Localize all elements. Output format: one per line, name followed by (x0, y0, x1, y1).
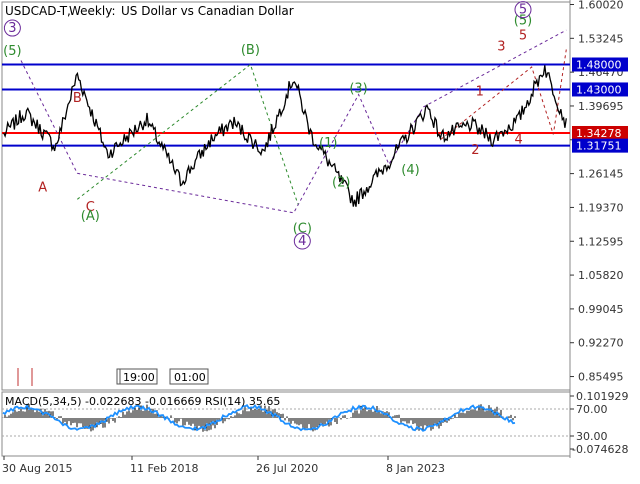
chart-timeframe: Weekly: (69, 4, 115, 18)
price-tick-label: 1.26145 (578, 168, 624, 181)
indicator-tick-label: -0.074628 (572, 443, 628, 456)
wave-label: (5) (514, 14, 532, 29)
price-tick-label: 1.05820 (578, 269, 624, 282)
wave-connector (20, 29, 567, 214)
level-tag-label: 1.31751 (576, 140, 622, 153)
level-tag (572, 57, 628, 72)
time-tick-label: 11 Feb 2018 (130, 462, 198, 475)
wave-label: (5) (3, 44, 21, 59)
time-box-label: 01:00 (174, 371, 206, 384)
wave-label: C (86, 200, 95, 215)
indicator-label: MACD(5,34,5) -0.022683 -0.016669 RSI(14)… (5, 395, 280, 408)
price-tick-label: 1.39695 (578, 100, 624, 113)
wave-label: 5 (519, 28, 527, 43)
wave-label: (B) (241, 43, 260, 58)
indicator-graph (2, 403, 570, 437)
wave-label: A (38, 180, 47, 195)
level-tag-label: 1.34278 (576, 127, 622, 140)
level-tag-label: 1.43000 (576, 83, 622, 96)
wave-label: 3 (497, 40, 505, 55)
price-tick-label: 0.85495 (578, 371, 624, 384)
price-tick-label: 0.92270 (578, 337, 624, 350)
time-tick-label: 30 Aug 2015 (2, 462, 72, 475)
time-box[interactable]: 01:00 (169, 368, 209, 385)
wave-label-circle (3, 19, 21, 37)
wave-label: (C) (293, 221, 312, 236)
price-line (3, 65, 567, 207)
wave-label: B (73, 91, 82, 106)
level-tag (572, 125, 628, 140)
time-tick-label: 26 Jul 2020 (256, 462, 318, 475)
wave-lines (20, 29, 567, 214)
price-series (3, 65, 567, 207)
level-tag (572, 82, 628, 97)
indicator-tick-label: 30.00 (576, 430, 608, 443)
time-axis: 30 Aug 2015 11 Feb 2018 26 Jul 2020 8 Jan 2… (2, 456, 445, 475)
indicator-tick-label: 70.00 (576, 403, 608, 416)
indicator-tick-label: 0.101929 (576, 390, 629, 403)
rsi-line (2, 403, 516, 432)
wave-connector (76, 63, 299, 205)
level-lines (2, 63, 570, 147)
wave-label: 5 (519, 3, 527, 18)
price-tick-label: 1.53245 (578, 32, 624, 45)
price-tick-label: 1.19370 (578, 201, 624, 214)
wave-label: 4 (515, 132, 523, 147)
main-chart-frame (1, 1, 571, 391)
wave-connector (440, 49, 567, 140)
price-tick-label: 0.99045 (578, 303, 624, 316)
time-tick-label: 8 Jan 2023 (386, 462, 445, 475)
time-box[interactable]: 19:00 (116, 368, 158, 385)
wave-label: 1 (476, 84, 484, 99)
wave-label: (3) (349, 81, 367, 96)
chart-description: US Dollar vs Canadian Dollar (121, 4, 294, 18)
wave-label: 3 (8, 21, 16, 36)
wave-label: 4 (298, 234, 306, 249)
wave-label: (A) (81, 209, 100, 224)
wave-label: 2 (471, 143, 479, 158)
time-box-label: 19:00 (123, 371, 155, 384)
price-tick-label: 1.12595 (578, 235, 624, 248)
wave-label-circle (514, 1, 532, 19)
macd-histogram (2, 404, 516, 432)
wave-label-circle (293, 232, 311, 250)
level-tag (572, 138, 628, 153)
chart-symbol: USDCAD-T, (5, 4, 71, 18)
wave-label: (4) (401, 163, 419, 178)
level-tag-label: 1.48000 (576, 59, 622, 72)
wave-label: (1) (319, 136, 337, 151)
wave-label: (2) (332, 175, 350, 190)
price-tick-label: 1.60020 (578, 0, 624, 11)
